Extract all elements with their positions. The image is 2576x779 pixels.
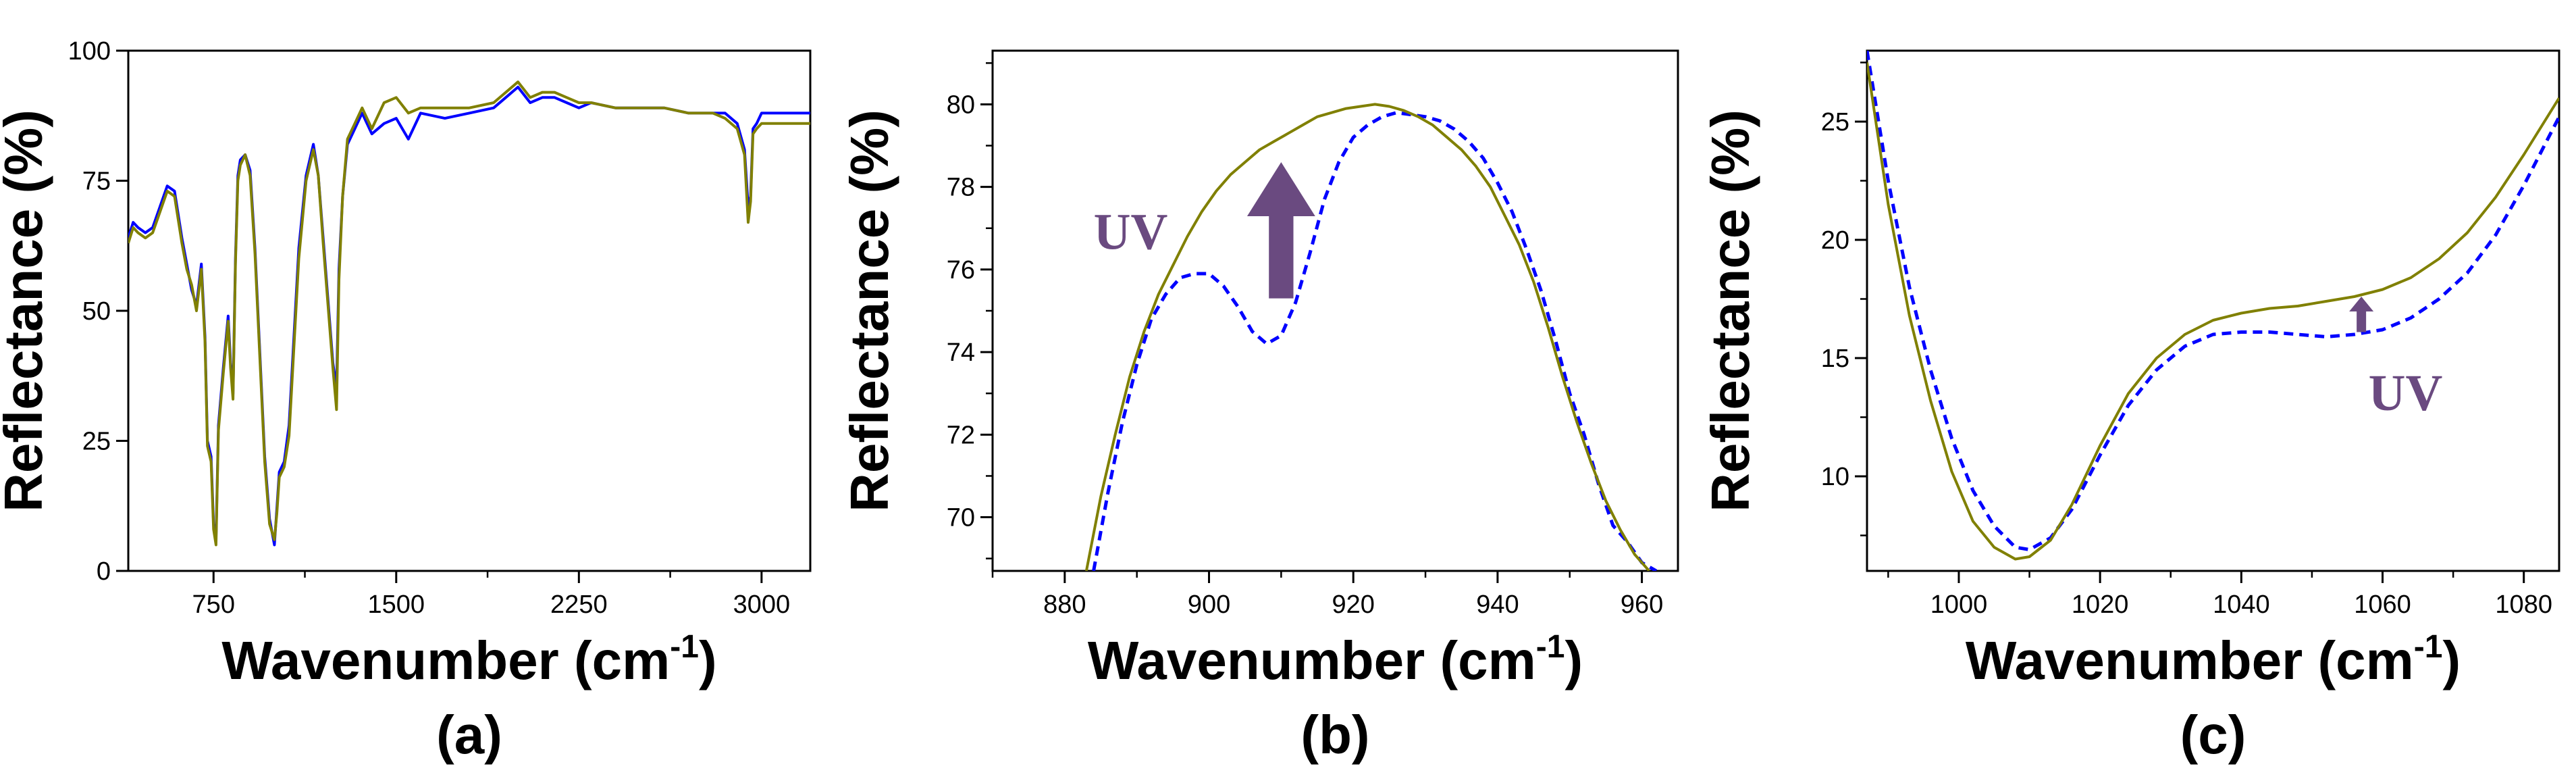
y-tick-label: 78 [947, 174, 975, 202]
y-axis-label: Reflectance (%) [1700, 109, 1760, 512]
panel-label: (a) [436, 705, 502, 765]
y-tick-label: 72 [947, 421, 975, 449]
uv-arrow [1246, 162, 1315, 299]
x-tick-label: 880 [1043, 590, 1086, 619]
series-line-before-uv [128, 85, 810, 547]
y-tick-label: 25 [82, 428, 111, 456]
panel-a: 750 1500 2250 3000 0 25 50 75 100 Reflectance (%)… [0, 37, 812, 765]
x-tick-label: 3000 [733, 590, 791, 619]
y-tick-label: 75 [82, 168, 111, 196]
plot-frame [991, 49, 1679, 572]
x-tick-label: 920 [1332, 590, 1375, 619]
x-tick-label: 1040 [2213, 590, 2270, 619]
uv-annotation: UV [2369, 365, 2443, 422]
series-line-after-uv [1867, 62, 2559, 561]
series-line-after-uv [128, 80, 810, 547]
y-axis-label: Reflectance (%) [839, 109, 899, 512]
x-tick-label: 750 [192, 590, 235, 619]
x-tick-label: 1060 [2354, 590, 2411, 619]
y-tick-label: 100 [68, 37, 111, 66]
x-tick-label: 2250 [550, 590, 608, 619]
y-tick-label: 15 [1821, 345, 1849, 373]
x-tick-label: 1500 [368, 590, 425, 619]
y-tick-label: 0 [97, 557, 111, 586]
y-tick-label: 50 [82, 297, 111, 326]
uv-annotation: UV [1094, 203, 1168, 260]
uv-arrow [2349, 297, 2374, 332]
panel-c: 1000 1020 1040 1060 1080 10 15 20 25 UV Reflectanc… [1700, 49, 2560, 765]
series-line-before-uv [1867, 51, 2559, 551]
y-axis-label: Reflectance (%) [0, 109, 53, 512]
x-tick-label: 960 [1621, 590, 1663, 619]
y-tick-label: 74 [947, 338, 975, 367]
y-tick-label: 25 [1821, 108, 1849, 136]
y-tick-label: 76 [947, 256, 975, 284]
x-tick-label: 1000 [1930, 590, 1988, 619]
y-tick-label: 10 [1821, 463, 1849, 491]
panel-label: (c) [2180, 705, 2246, 765]
x-tick-label: 900 [1188, 590, 1230, 619]
x-axis-label: Wavenumber (cm-1) [1088, 629, 1583, 690]
y-tick-label: 80 [947, 91, 975, 119]
x-tick-label: 1080 [2495, 590, 2552, 619]
panel-label: (b) [1300, 705, 1369, 765]
series-line-after-uv [1084, 103, 1650, 571]
series-line-before-uv [1092, 111, 1658, 571]
y-tick-label: 70 [947, 504, 975, 532]
x-tick-label: 940 [1476, 590, 1519, 619]
x-axis-label: Wavenumber (cm-1) [221, 629, 716, 690]
x-axis-label: Wavenumber (cm-1) [1966, 629, 2461, 690]
y-tick-label: 20 [1821, 226, 1849, 255]
panel-b: 880 900 920 940 960 70 72 74 76 78 80 UV Reflectance… [839, 49, 1679, 765]
plot-frame [1866, 49, 2560, 572]
x-tick-label: 1020 [2072, 590, 2129, 619]
plot-frame [127, 49, 812, 572]
